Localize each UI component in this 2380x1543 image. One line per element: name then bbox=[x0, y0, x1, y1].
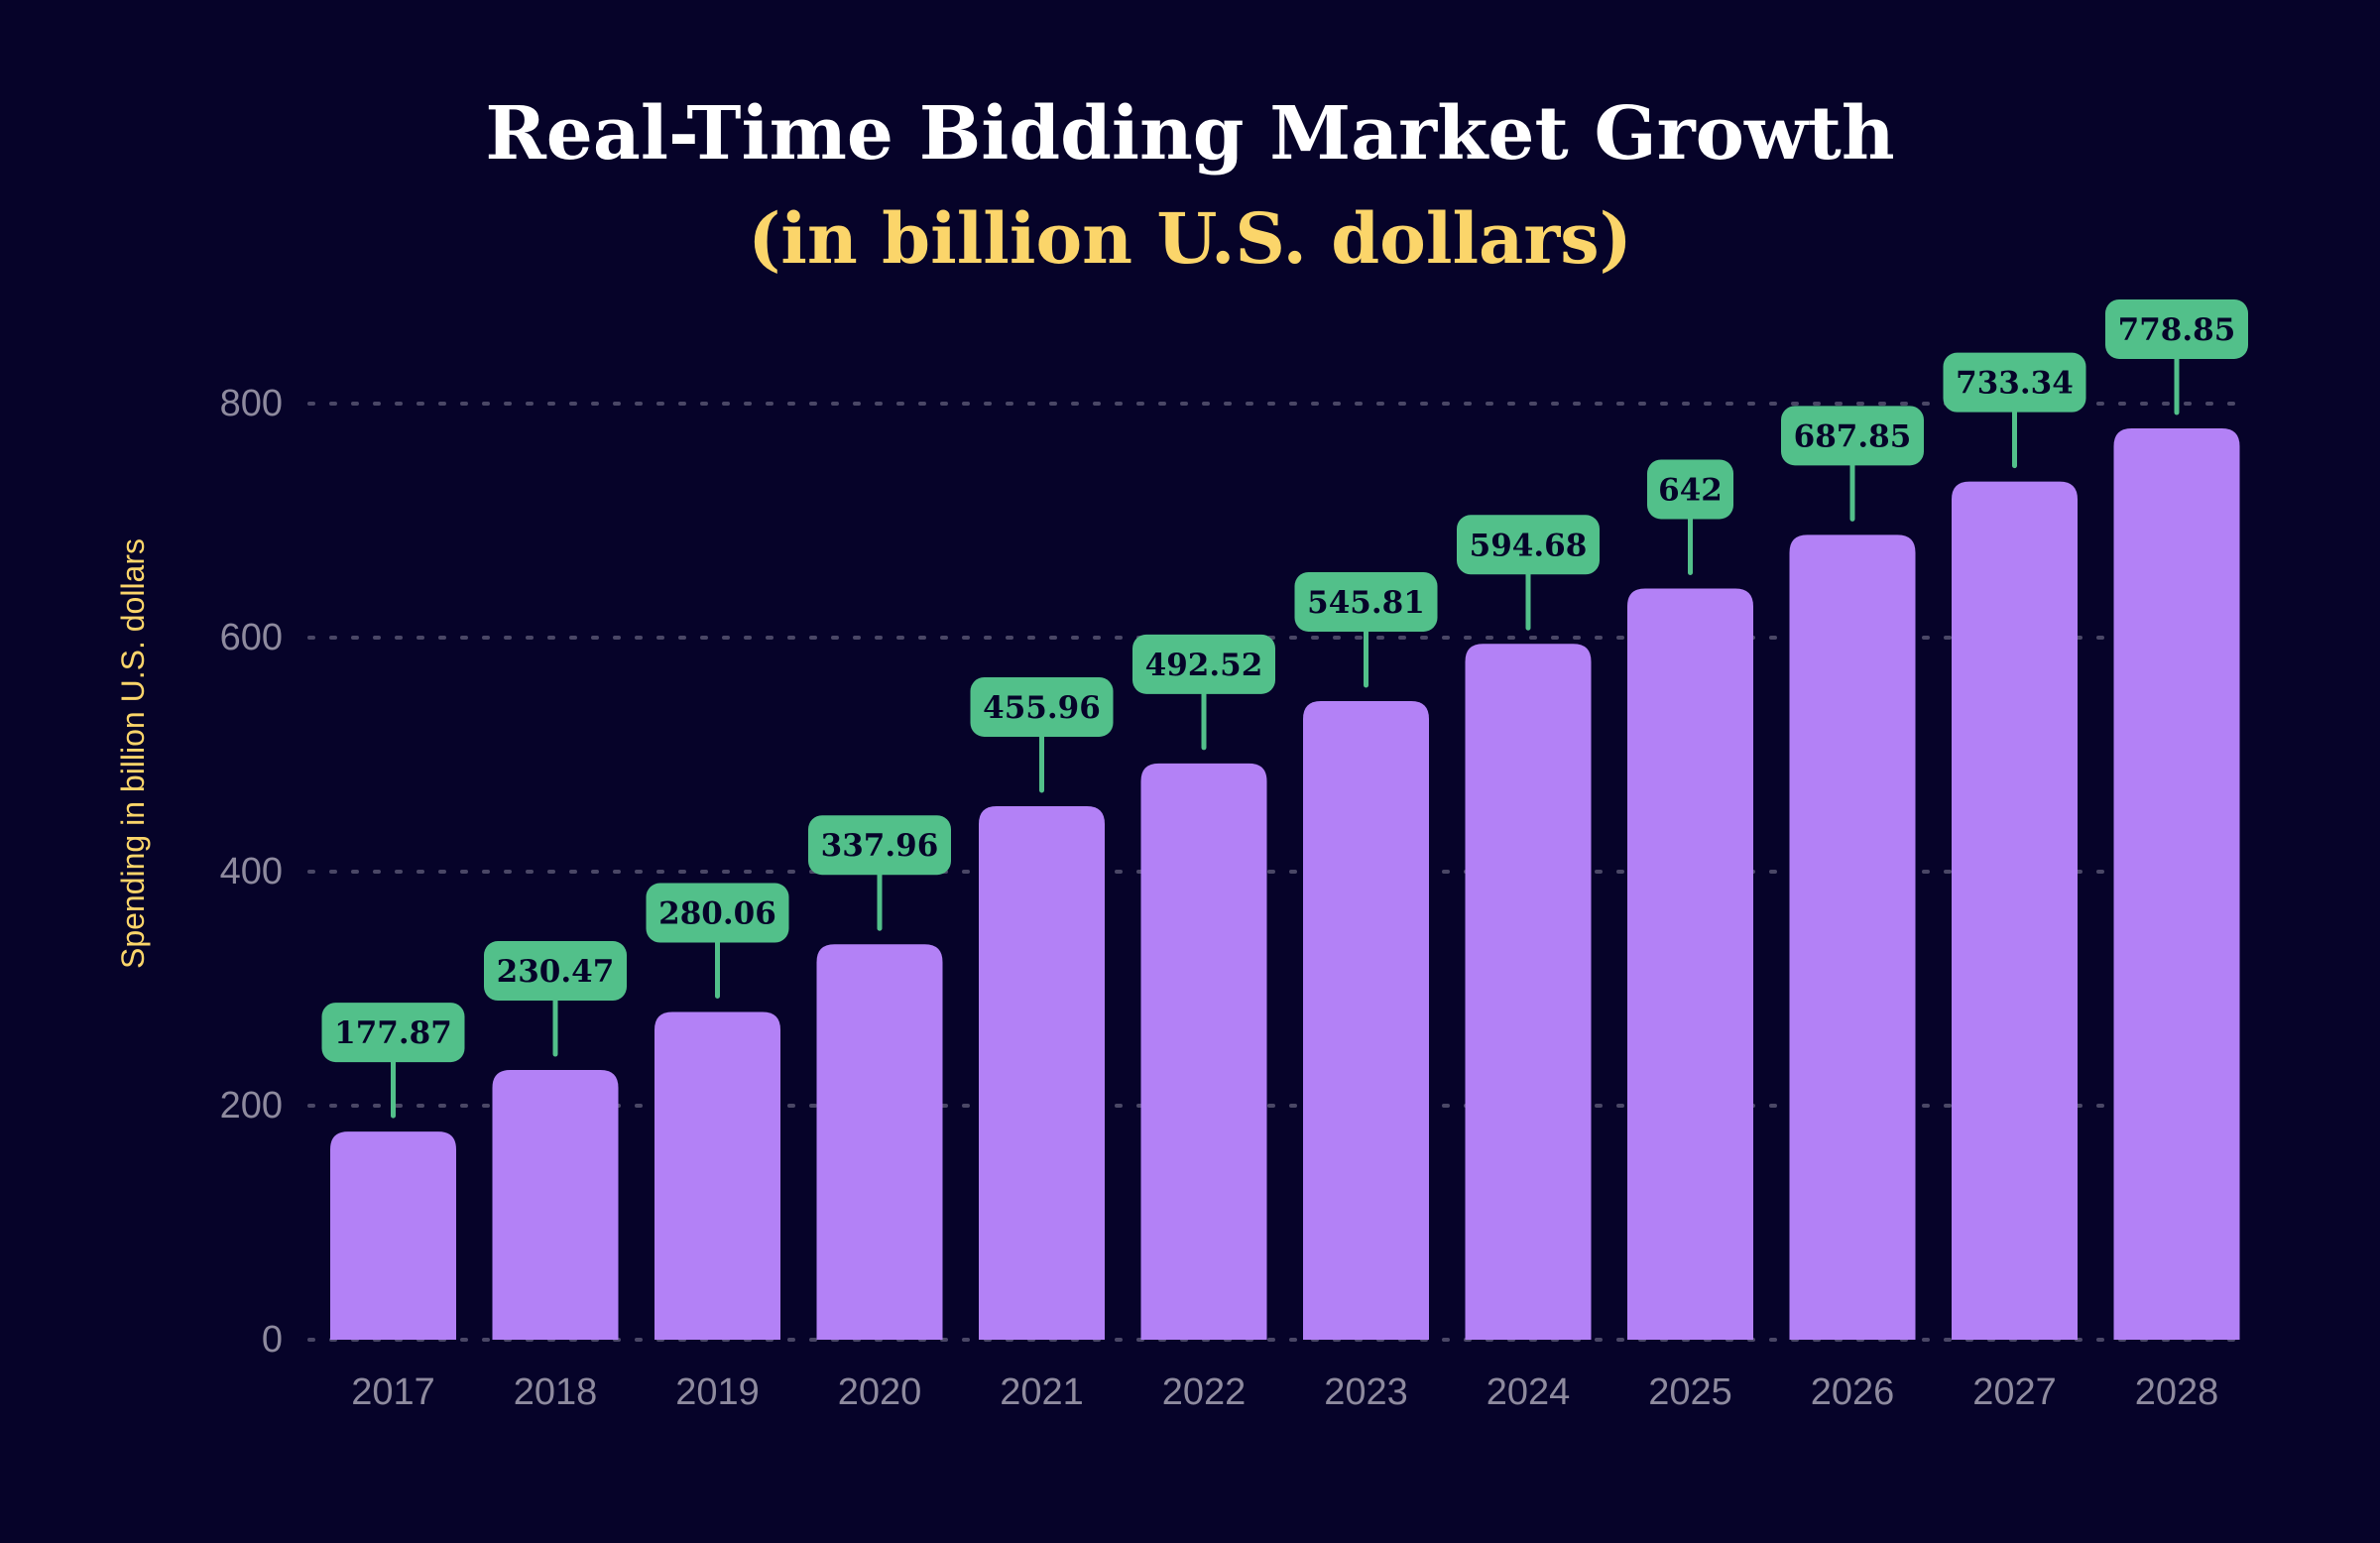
x-tick-label: 2019 bbox=[675, 1371, 760, 1413]
data-label-box bbox=[1132, 634, 1275, 694]
x-tick-label: 2025 bbox=[1648, 1371, 1732, 1413]
bar-group: 687.85 2026 bbox=[1781, 406, 1924, 1413]
data-label-box bbox=[1781, 406, 1924, 466]
x-tick-label: 2018 bbox=[514, 1371, 598, 1413]
bar-group: 594.68 2024 bbox=[1457, 515, 1600, 1413]
bar-group: 545.81 2023 bbox=[1294, 571, 1438, 1413]
bar-group: 492.52 2022 bbox=[1132, 634, 1275, 1413]
x-tick-label: 2021 bbox=[1000, 1371, 1084, 1413]
bar bbox=[1952, 481, 2078, 1340]
x-tick-label: 2022 bbox=[1162, 1371, 1247, 1413]
data-label: 177.87 bbox=[334, 1015, 452, 1051]
data-label-box bbox=[1943, 352, 2086, 413]
bar bbox=[816, 944, 943, 1340]
data-label: 230.47 bbox=[497, 954, 615, 990]
x-tick-label: 2023 bbox=[1324, 1371, 1408, 1413]
chart-title: Real-Time Bidding Market Growth bbox=[485, 91, 1894, 177]
y-tick-label: 0 bbox=[262, 1319, 283, 1361]
x-tick-label: 2028 bbox=[2135, 1371, 2219, 1413]
data-label: 642 bbox=[1658, 472, 1723, 508]
y-tick-label: 800 bbox=[220, 383, 283, 424]
x-tick-label: 2026 bbox=[1811, 1371, 1895, 1413]
bar bbox=[1465, 644, 1592, 1340]
y-tick-label: 200 bbox=[220, 1085, 283, 1127]
data-label: 280.06 bbox=[658, 896, 776, 932]
data-label: 492.52 bbox=[1145, 648, 1263, 683]
bar bbox=[1789, 534, 1916, 1340]
data-label: 687.85 bbox=[1794, 418, 1912, 454]
data-label-box bbox=[1647, 459, 1733, 520]
bar-group: 230.47 2018 bbox=[484, 941, 627, 1413]
x-tick-label: 2027 bbox=[1972, 1371, 2057, 1413]
bar-group: 733.34 2027 bbox=[1943, 352, 2086, 1413]
bar bbox=[1627, 588, 1753, 1340]
data-label: 594.68 bbox=[1470, 528, 1588, 563]
x-tick-label: 2024 bbox=[1487, 1371, 1571, 1413]
bar bbox=[654, 1011, 780, 1340]
data-label-box bbox=[646, 883, 789, 943]
x-tick-label: 2020 bbox=[838, 1371, 922, 1413]
data-label-box bbox=[2105, 298, 2248, 359]
bar-group: 642 2025 bbox=[1627, 459, 1753, 1413]
bar-group: 455.96 2021 bbox=[970, 676, 1114, 1413]
bar bbox=[979, 805, 1105, 1340]
bar bbox=[1303, 700, 1429, 1340]
data-label-box bbox=[970, 676, 1114, 737]
y-tick-label: 400 bbox=[220, 851, 283, 892]
bar bbox=[492, 1070, 619, 1340]
bar bbox=[1140, 763, 1267, 1340]
bar bbox=[330, 1131, 456, 1340]
data-label: 733.34 bbox=[1956, 366, 2074, 402]
data-label-box bbox=[1294, 571, 1438, 632]
bar-group: 337.96 2020 bbox=[808, 815, 951, 1413]
data-label: 545.81 bbox=[1307, 585, 1425, 621]
data-label: 337.96 bbox=[821, 828, 939, 864]
data-label-box bbox=[321, 1003, 465, 1063]
data-label-box bbox=[808, 815, 951, 876]
bar-group: 778.85 2028 bbox=[2105, 298, 2248, 1413]
data-label: 778.85 bbox=[2118, 312, 2236, 348]
bar-group: 280.06 2019 bbox=[646, 883, 789, 1413]
chart-subtitle: (in billion U.S. dollars) bbox=[748, 197, 1632, 280]
y-axis-label: Spending in billion U.S. dollars bbox=[115, 538, 151, 969]
y-tick-label: 600 bbox=[220, 617, 283, 658]
data-label: 455.96 bbox=[983, 690, 1101, 726]
bar bbox=[2113, 427, 2240, 1340]
data-label-box bbox=[484, 941, 627, 1002]
bar-group: 177.87 2017 bbox=[321, 1003, 465, 1413]
x-tick-label: 2017 bbox=[351, 1371, 435, 1413]
data-label-box bbox=[1457, 515, 1600, 575]
